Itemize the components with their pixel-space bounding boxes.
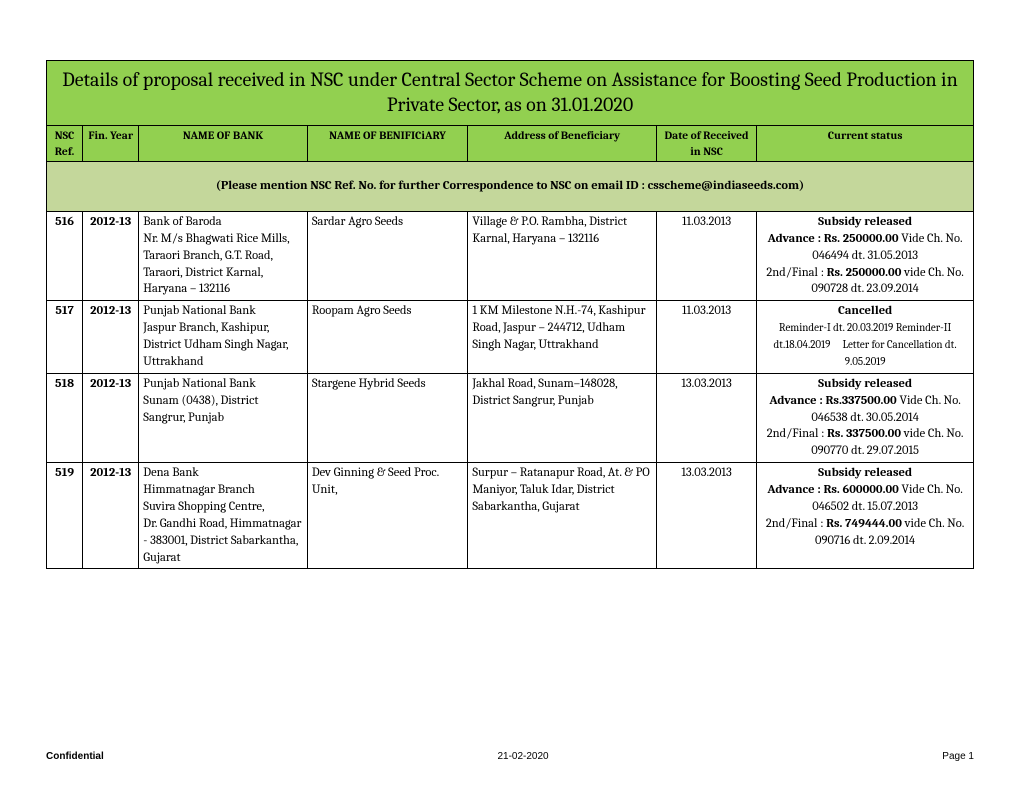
cell-ref: 517 — [47, 301, 83, 374]
cell-beneficiary: Sardar Agro Seeds — [307, 211, 468, 300]
col-status: Current status — [757, 126, 974, 162]
col-date: Date of Received in NSC — [656, 126, 756, 162]
table-row: 5192012-13Dena BankHimmatnagar BranchSuv… — [47, 463, 974, 569]
cell-date: 13.03.2013 — [656, 463, 756, 569]
cell-date: 13.03.2013 — [656, 373, 756, 462]
col-year: Fin. Year — [83, 126, 139, 162]
cell-bank: Dena BankHimmatnagar BranchSuvira Shoppi… — [139, 463, 308, 569]
cell-address: Jakhal Road, Sunam–148028, District Sang… — [468, 373, 657, 462]
cell-ref: 516 — [47, 211, 83, 300]
cell-address: Surpur – Ratanapur Road, At. & PO Maniyo… — [468, 463, 657, 569]
cell-status: Subsidy releasedAdvance : Rs.337500.00 V… — [757, 373, 974, 462]
cell-date: 11.03.2013 — [656, 211, 756, 300]
footer-right: Page 1 — [942, 751, 974, 762]
note-row: (Please mention NSC Ref. No. for further… — [47, 162, 974, 212]
col-benef: NAME OF BENIFICiARY — [307, 126, 468, 162]
cell-status: Subsidy releasedAdvance : Rs. 600000.00 … — [757, 463, 974, 569]
col-bank: NAME OF BANK — [139, 126, 308, 162]
cell-year: 2012-13 — [83, 301, 139, 374]
cell-year: 2012-13 — [83, 211, 139, 300]
footer: Confidential 21-02-2020 Page 1 — [46, 751, 974, 762]
cell-beneficiary: Stargene Hybrid Seeds — [307, 373, 468, 462]
table-body: 5162012-13Bank of BarodaNr. M/s Bhagwati… — [47, 211, 974, 569]
cell-status: Subsidy releasedAdvance : Rs. 250000.00 … — [757, 211, 974, 300]
col-addr: Address of Beneficiary — [468, 126, 657, 162]
col-ref: NSC Ref. — [47, 126, 83, 162]
footer-center: 21-02-2020 — [104, 751, 943, 762]
cell-beneficiary: Roopam Agro Seeds — [307, 301, 468, 374]
table-row: 5182012-13Punjab National BankSunam (043… — [47, 373, 974, 462]
cell-status: CancelledReminder-I dt. 20.03.2019 Remin… — [757, 301, 974, 374]
page-title: Details of proposal received in NSC unde… — [47, 61, 974, 126]
cell-date: 11.03.2013 — [656, 301, 756, 374]
cell-year: 2012-13 — [83, 463, 139, 569]
cell-bank: Punjab National BankSunam (0438), Distri… — [139, 373, 308, 462]
proposal-table: Details of proposal received in NSC unde… — [46, 60, 974, 569]
cell-ref: 518 — [47, 373, 83, 462]
cell-address: 1 KM Milestone N.H.-74, Kashipur Road, J… — [468, 301, 657, 374]
footer-left: Confidential — [46, 751, 104, 762]
title-row: Details of proposal received in NSC unde… — [47, 61, 974, 126]
note-text: (Please mention NSC Ref. No. for further… — [47, 162, 974, 212]
table-row: 5172012-13Punjab National BankJaspur Bra… — [47, 301, 974, 374]
cell-ref: 519 — [47, 463, 83, 569]
header-row: NSC Ref. Fin. Year NAME OF BANK NAME OF … — [47, 126, 974, 162]
cell-address: Village & P.O. Rambha, District Karnal, … — [468, 211, 657, 300]
cell-year: 2012-13 — [83, 373, 139, 462]
table-row: 5162012-13Bank of BarodaNr. M/s Bhagwati… — [47, 211, 974, 300]
cell-beneficiary: Dev Ginning & Seed Proc. Unit, — [307, 463, 468, 569]
cell-bank: Bank of BarodaNr. M/s Bhagwati Rice Mill… — [139, 211, 308, 300]
cell-bank: Punjab National BankJaspur Branch, Kashi… — [139, 301, 308, 374]
